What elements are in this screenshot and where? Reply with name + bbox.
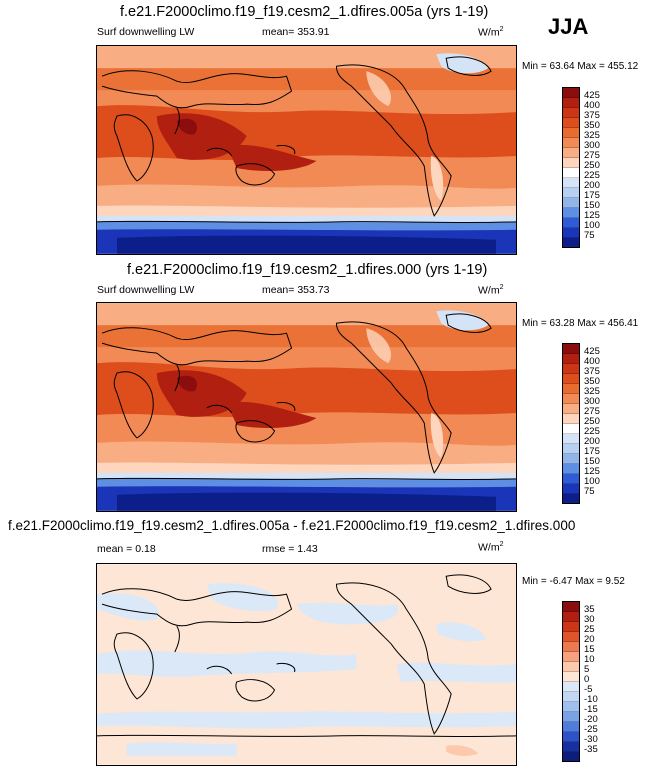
panel-3-minmax: Min = -6.47 Max = 9.52 [522, 576, 625, 587]
panel-1-mean: mean= 353.91 [262, 26, 330, 38]
panel-3-mean: mean = 0.18 [97, 543, 156, 555]
panel-3-tick: -30 [584, 734, 598, 745]
panel-2-tick: 75 [584, 486, 595, 497]
panel-1-tick: 125 [584, 210, 600, 221]
panel-3-tick: 35 [584, 604, 595, 615]
panel-3-map [96, 563, 517, 766]
panel-1-tick: 300 [584, 140, 600, 151]
panel-3-tick: -15 [584, 704, 598, 715]
panel-2-tick: 375 [584, 366, 600, 377]
panel-3-tick: 20 [584, 634, 595, 645]
panel-1-minmax: Min = 63.64 Max = 455.12 [522, 61, 639, 72]
panel-1-tick: 250 [584, 160, 600, 171]
season-label: JJA [548, 14, 589, 39]
panel-2-tick: 350 [584, 376, 600, 387]
panel-3-tick: 5 [584, 664, 590, 675]
panel-1-tick: 225 [584, 170, 600, 181]
panel-1-tick: 350 [584, 120, 600, 131]
panel-2-tick: 300 [584, 396, 600, 407]
panel-3-tick: 10 [584, 654, 595, 665]
panel-3-tick: -35 [584, 744, 598, 755]
panel-2-units: W/m2 [478, 284, 504, 297]
panel-2-mean: mean= 353.73 [262, 284, 330, 296]
panel-3-tick: 30 [584, 614, 595, 625]
panel-1-title: f.e21.F2000climo.f19_f19.cesm2_1.dfires.… [120, 4, 489, 20]
panel-2-tick: 125 [584, 466, 600, 477]
panel-2-variable: Surf downwelling LW [97, 284, 195, 296]
panel-2-tick: 100 [584, 476, 600, 487]
panel-3-tick: 15 [584, 644, 595, 655]
panel-2-tick: 225 [584, 426, 600, 437]
panel-2-tick: 200 [584, 436, 600, 447]
panel-1-tick: 150 [584, 200, 600, 211]
panel-3-tick: -25 [584, 724, 598, 735]
panel-3-tick: -10 [584, 694, 598, 705]
panel-1-tick: 375 [584, 110, 600, 121]
panel-1-tick: 275 [584, 150, 600, 161]
panel-2-title: f.e21.F2000climo.f19_f19.cesm2_1.dfires.… [127, 262, 488, 278]
panel-1-tick: 175 [584, 190, 600, 201]
panel-2-tick: 250 [584, 416, 600, 427]
panel-2-minmax: Min = 63.28 Max = 456.41 [522, 318, 639, 329]
panel-1-units: W/m2 [478, 26, 504, 39]
panel-3-units: W/m2 [478, 541, 504, 554]
panel-1-variable: Surf downwelling LW [97, 26, 195, 38]
panel-1-tick: 400 [584, 100, 600, 111]
panel-3-tick: -20 [584, 714, 598, 725]
panel-2-tick: 175 [584, 446, 600, 457]
panel-2-tick: 325 [584, 386, 600, 397]
panel-2-map [96, 302, 517, 512]
panel-1-tick: 75 [584, 230, 595, 241]
panel-2-colorbar [562, 343, 580, 504]
panel-2-tick: 400 [584, 356, 600, 367]
panel-2-tick: 275 [584, 406, 600, 417]
panel-3-tick: 0 [584, 674, 590, 685]
panel-3-tick: -5 [584, 684, 593, 695]
panel-3-colorbar [562, 601, 580, 762]
panel-1-map [96, 45, 517, 255]
panel-1-colorbar [562, 87, 580, 248]
panel-2-tick: 425 [584, 346, 600, 357]
panel-2-tick: 150 [584, 456, 600, 467]
panel-1-tick: 200 [584, 180, 600, 191]
panel-3-tick: 25 [584, 624, 595, 635]
panel-3-title: f.e21.F2000climo.f19_f19.cesm2_1.dfires.… [8, 518, 576, 533]
panel-1-tick: 325 [584, 130, 600, 141]
panel-3-rmse: rmse = 1.43 [262, 543, 318, 555]
panel-1-tick: 425 [584, 90, 600, 101]
panel-1-tick: 100 [584, 220, 600, 231]
